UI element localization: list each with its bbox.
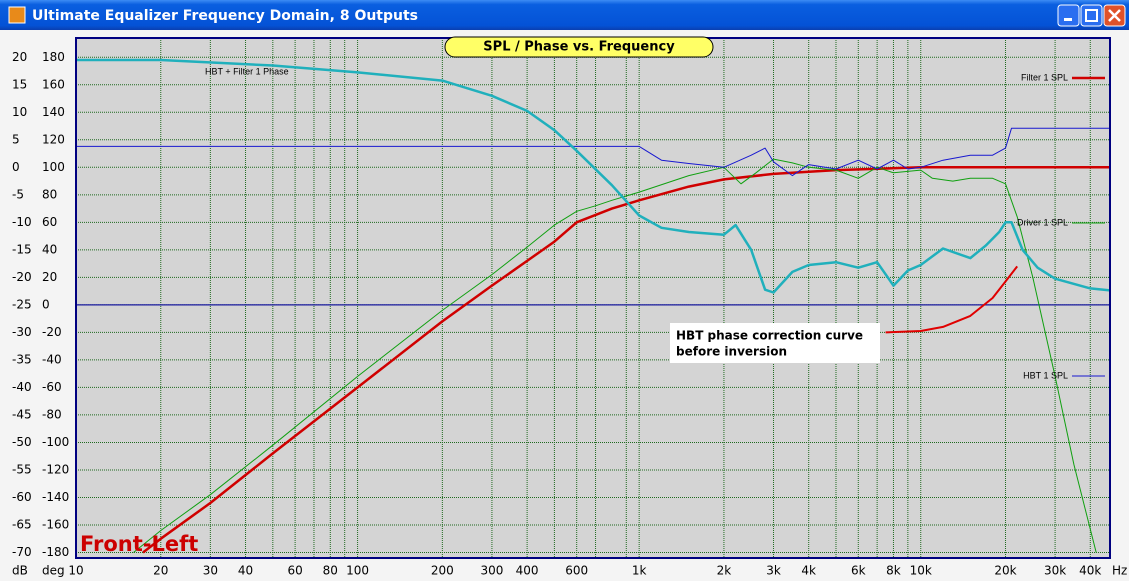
y-tick-label: -65 — [12, 517, 32, 531]
legend-label: Driver 1 SPL — [1017, 217, 1068, 227]
y-tick-label: -15 — [12, 242, 32, 256]
x-tick-label: 2k — [717, 564, 732, 578]
y2-tick-label: 80 — [42, 187, 57, 201]
app-icon — [8, 6, 26, 24]
y-tick-label: -60 — [12, 490, 32, 504]
maximize-button[interactable] — [1080, 4, 1103, 27]
x-tick-label: 300 — [480, 564, 503, 578]
y-tick-label: -45 — [12, 407, 32, 421]
y-tick-label: -5 — [12, 187, 24, 201]
y2-tick-label: 180 — [42, 50, 65, 64]
y2-tick-label: 20 — [42, 270, 57, 284]
y-tick-label: 0 — [12, 160, 20, 174]
y2-tick-label: -160 — [42, 517, 69, 531]
series-line — [142, 166, 1110, 554]
plot-area — [76, 38, 1110, 558]
series-line — [885, 265, 1018, 334]
y2-tick-label: -40 — [42, 352, 62, 366]
y2-tick-label: 160 — [42, 77, 65, 91]
legend-label: Filter 1 SPL — [1021, 72, 1068, 82]
y2-tick-label: -140 — [42, 490, 69, 504]
y-tick-label: -30 — [12, 325, 32, 339]
curves — [76, 58, 1110, 554]
x-tick-label: 200 — [431, 564, 454, 578]
minimize-button[interactable] — [1057, 4, 1080, 27]
y-tick-label: -40 — [12, 380, 32, 394]
y-axis-unit: dB — [12, 564, 28, 578]
x-tick-label: 8k — [886, 564, 901, 578]
annotation-box — [670, 323, 880, 363]
x-tick-label: 20 — [153, 564, 168, 578]
legend-label: HBT 1 SPL — [1023, 370, 1068, 380]
y2-tick-label: 140 — [42, 105, 65, 119]
close-icon — [1108, 9, 1121, 22]
x-tick-label: 400 — [516, 564, 539, 578]
y2-tick-label: -120 — [42, 462, 69, 476]
minimize-icon — [1064, 18, 1072, 21]
x-tick-label: 40k — [1079, 564, 1101, 578]
y-tick-label: 5 — [12, 132, 20, 146]
y2-tick-label: -180 — [42, 545, 69, 559]
y-tick-label: -25 — [12, 297, 32, 311]
x-tick-label: 100 — [346, 564, 369, 578]
y-tick-label: 15 — [12, 77, 27, 91]
y-tick-label: 20 — [12, 50, 27, 64]
y2-tick-label: 0 — [42, 297, 50, 311]
x-tick-label: 10 — [68, 564, 83, 578]
window-title: Ultimate Equalizer Frequency Domain, 8 O… — [32, 8, 418, 24]
title-bar — [0, 0, 1129, 30]
y2-tick-label: 40 — [42, 242, 57, 256]
y-tick-label: -55 — [12, 462, 32, 476]
y2-tick-label: -20 — [42, 325, 62, 339]
chart-title-box — [444, 36, 714, 58]
series-line — [133, 158, 1097, 553]
x-tick-label: 40 — [238, 564, 253, 578]
x-tick-label: 600 — [565, 564, 588, 578]
channel-label: Front-Left — [80, 532, 198, 556]
x-tick-label: 20k — [994, 564, 1016, 578]
x-tick-label: 10k — [910, 564, 932, 578]
y-tick-label: 10 — [12, 105, 27, 119]
y-tick-label: -50 — [12, 435, 32, 449]
x-tick-label: 4k — [801, 564, 816, 578]
x-tick-label: 6k — [851, 564, 866, 578]
x-tick-label: 30k — [1044, 564, 1066, 578]
y2-tick-label: -100 — [42, 435, 69, 449]
chart-title: SPL / Phase vs. Frequency — [483, 40, 675, 55]
x-tick-label: 80 — [323, 564, 338, 578]
overlay: 20 15 10 5 0 -5 -10 -15 -20 -25 -30 -35 -40 -45 -50 -55… — [12, 36, 1127, 578]
x-tick-label: 3k — [766, 564, 781, 578]
grid — [75, 38, 1110, 558]
annotation-line: HBT phase correction curve — [676, 329, 863, 343]
y2-tick-label: 100 — [42, 160, 65, 174]
y-tick-label: -70 — [12, 545, 32, 559]
y-tick-label: -10 — [12, 215, 32, 229]
y2-tick-label: -60 — [42, 380, 62, 394]
x-tick-label: 30 — [203, 564, 218, 578]
legend-label: HBT + Filter 1 Phase — [205, 66, 289, 76]
series-line — [76, 58, 1110, 294]
y2-tick-label: 60 — [42, 215, 57, 229]
y2-tick-label: -80 — [42, 407, 62, 421]
maximize-icon — [1085, 9, 1098, 22]
x-tick-label: 60 — [287, 564, 302, 578]
y-tick-label: -20 — [12, 270, 32, 284]
series-line — [76, 127, 1110, 177]
annotation-line: before inversion — [676, 345, 787, 359]
x-tick-label: 1k — [632, 564, 647, 578]
y2-axis-unit: deg — [42, 564, 65, 578]
x-axis-unit: Hz — [1112, 564, 1127, 578]
y-tick-label: -35 — [12, 352, 32, 366]
y2-tick-label: 120 — [42, 132, 65, 146]
